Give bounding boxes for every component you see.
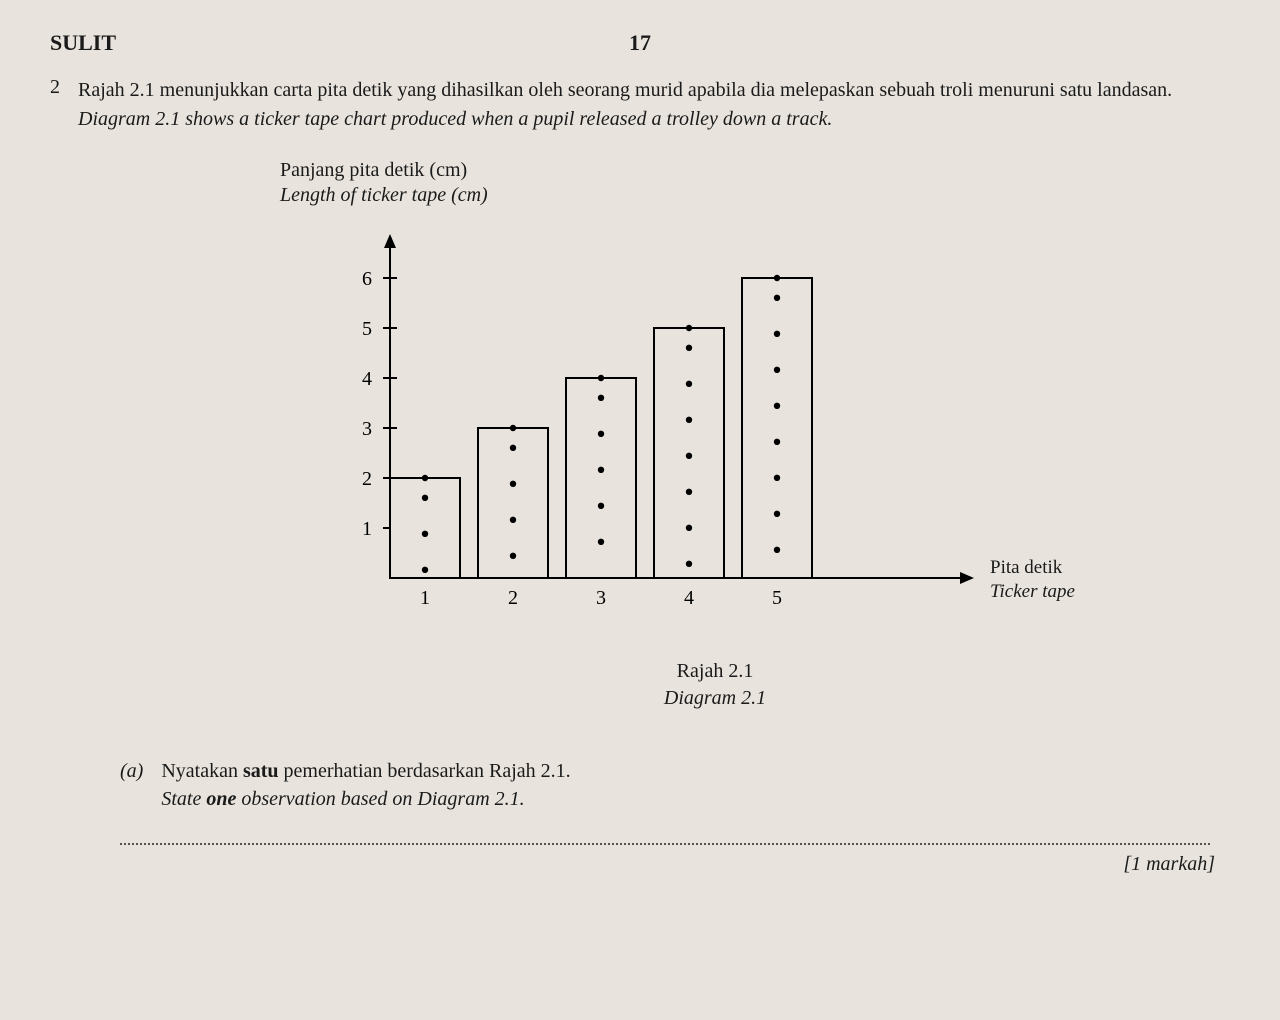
svg-text:1: 1 (362, 518, 372, 540)
x-axis-title: Pita detik Ticker tape (990, 556, 1075, 604)
svg-text:3: 3 (596, 587, 606, 609)
y-axis-title: Panjang pita detik (cm) Length of ticker… (280, 158, 1230, 208)
question-text-en: Diagram 2.1 shows a ticker tape chart pr… (78, 108, 832, 130)
question-2: 2 Rajah 2.1 menunjukkan carta pita detik… (50, 76, 1230, 134)
part-a-en-suffix: observation based on Diagram 2.1. (236, 788, 524, 810)
part-a: (a) Nyatakan satu pemerhatian berdasarka… (120, 757, 1230, 813)
svg-text:5: 5 (772, 587, 782, 609)
x-axis-title-en: Ticker tape (990, 580, 1075, 604)
part-a-label: (a) (120, 757, 143, 813)
part-a-ms-suffix: pemerhatian berdasarkan Rajah 2.1. (279, 760, 571, 782)
x-axis-title-ms: Pita detik (990, 556, 1075, 580)
part-a-en-bold: one (206, 788, 236, 810)
svg-text:4: 4 (684, 587, 694, 609)
answer-line (120, 843, 1210, 845)
svg-text:2: 2 (362, 468, 372, 490)
svg-text:6: 6 (362, 268, 372, 290)
svg-text:2: 2 (508, 587, 518, 609)
part-a-ms-prefix: Nyatakan (161, 760, 243, 782)
part-a-en-prefix: State (161, 788, 206, 810)
svg-text:1: 1 (420, 587, 430, 609)
svg-text:3: 3 (362, 418, 372, 440)
chart-caption: Rajah 2.1 Diagram 2.1 (200, 658, 1230, 712)
chart-caption-ms: Rajah 2.1 (200, 658, 1230, 685)
y-axis-title-en: Length of ticker tape (cm) (280, 183, 1230, 208)
svg-text:5: 5 (362, 318, 372, 340)
question-text-ms: Rajah 2.1 menunjukkan carta pita detik y… (78, 79, 1172, 101)
y-axis-title-ms: Panjang pita detik (cm) (280, 158, 1230, 183)
chart-caption-en: Diagram 2.1 (200, 685, 1230, 712)
question-number: 2 (50, 76, 60, 99)
ticker-tape-chart: 1 2 3 4 5 6 1 2 3 4 5 Pita detik Ticker tape (330, 218, 1130, 648)
marks-label: [1 markah] (50, 853, 1215, 876)
svg-text:4: 4 (362, 368, 372, 390)
part-a-ms-bold: satu (243, 760, 279, 782)
header-left: SULIT (50, 30, 116, 56)
page-number: 17 (629, 30, 651, 56)
page-header: SULIT 17 (50, 30, 1230, 56)
part-a-text: Nyatakan satu pemerhatian berdasarkan Ra… (161, 757, 570, 813)
question-text: Rajah 2.1 menunjukkan carta pita detik y… (78, 76, 1172, 134)
